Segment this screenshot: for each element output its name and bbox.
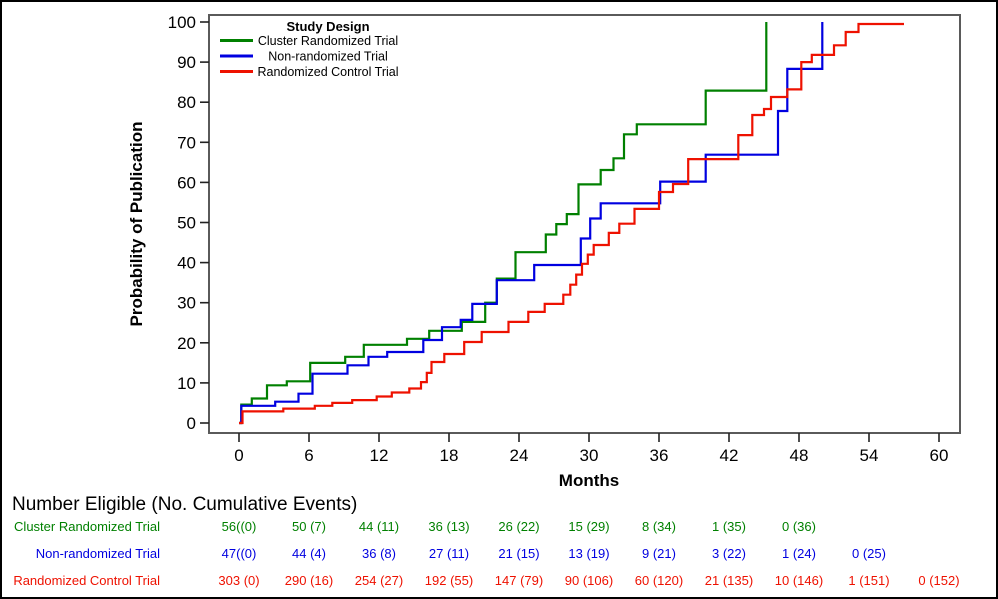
risk-value: 1 (35) — [712, 519, 746, 534]
y-tick-label: 0 — [187, 414, 196, 433]
legend-label: Non-randomized Trial — [268, 50, 388, 64]
risk-value: 56((0) — [221, 519, 257, 534]
risk-value: 50 (7) — [292, 519, 326, 534]
x-tick-label: 12 — [370, 446, 389, 465]
y-tick-label: 20 — [177, 334, 196, 353]
risk-value: 13 (19) — [568, 546, 610, 561]
risk-table-title: Number Eligible (No. Cumulative Events) — [12, 494, 358, 515]
legend-label: Cluster Randomized Trial — [258, 34, 398, 48]
series-line-cluster-randomized-trial — [239, 22, 768, 425]
risk-value: 0 (36) — [782, 519, 816, 534]
x-tick-label: 18 — [440, 446, 459, 465]
risk-value: 21 (15) — [498, 546, 540, 561]
risk-row-label: Non-randomized Trial — [35, 546, 160, 561]
risk-value: 10 (146) — [774, 573, 824, 588]
risk-value: 1 (151) — [848, 573, 890, 588]
risk-value: 3 (22) — [712, 546, 746, 561]
risk-value: 26 (22) — [498, 519, 540, 534]
risk-value: 36 (13) — [428, 519, 470, 534]
risk-value: 192 (55) — [424, 573, 474, 588]
y-tick-label: 80 — [177, 93, 196, 112]
y-tick-label: 30 — [177, 294, 196, 313]
risk-value: 303 (0) — [218, 573, 260, 588]
risk-row-label: Randomized Control Trial — [13, 573, 160, 588]
plot-border — [208, 14, 961, 434]
risk-value: 1 (24) — [782, 546, 816, 561]
y-tick-label: 40 — [177, 254, 196, 273]
x-tick-label: 36 — [650, 446, 669, 465]
series-line-randomized-control-trial — [239, 22, 904, 425]
x-tick-label: 0 — [234, 446, 243, 465]
x-tick-label: 30 — [580, 446, 599, 465]
legend-label: Randomized Control Trial — [257, 65, 398, 79]
risk-value: 44 (11) — [358, 519, 400, 534]
risk-value: 0 (25) — [852, 546, 886, 561]
y-tick-label: 10 — [177, 374, 196, 393]
y-tick-label: 50 — [177, 214, 196, 233]
x-tick-label: 24 — [510, 446, 529, 465]
y-tick-label: 60 — [177, 173, 196, 192]
risk-value: 15 (29) — [568, 519, 610, 534]
risk-value: 90 (106) — [564, 573, 614, 588]
risk-value: 8 (34) — [642, 519, 676, 534]
risk-value: 44 (4) — [292, 546, 326, 561]
series-line-non-randomized-trial — [239, 22, 824, 425]
risk-value: 147 (79) — [494, 573, 544, 588]
risk-value: 27 (11) — [428, 546, 470, 561]
y-tick-label: 100 — [168, 13, 196, 32]
risk-value: 60 (120) — [634, 573, 684, 588]
y-axis-label: Probability of Publication — [127, 122, 146, 327]
risk-row-label: Cluster Randomized Trial — [14, 519, 160, 534]
risk-value: 290 (16) — [284, 573, 334, 588]
y-tick-label: 70 — [177, 133, 196, 152]
x-axis-label: Months — [559, 471, 619, 490]
x-tick-label: 42 — [720, 446, 739, 465]
risk-value: 0 (152) — [918, 573, 960, 588]
legend-title: Study Design — [286, 19, 369, 34]
risk-value: 21 (135) — [704, 573, 754, 588]
x-tick-label: 48 — [790, 446, 809, 465]
y-tick-label: 90 — [177, 53, 196, 72]
x-tick-label: 6 — [304, 446, 313, 465]
risk-value: 254 (27) — [354, 573, 404, 588]
risk-value: 47((0) — [221, 546, 257, 561]
risk-value: 9 (21) — [642, 546, 676, 561]
risk-value: 36 (8) — [362, 546, 396, 561]
x-tick-label: 60 — [930, 446, 949, 465]
x-tick-label: 54 — [860, 446, 879, 465]
